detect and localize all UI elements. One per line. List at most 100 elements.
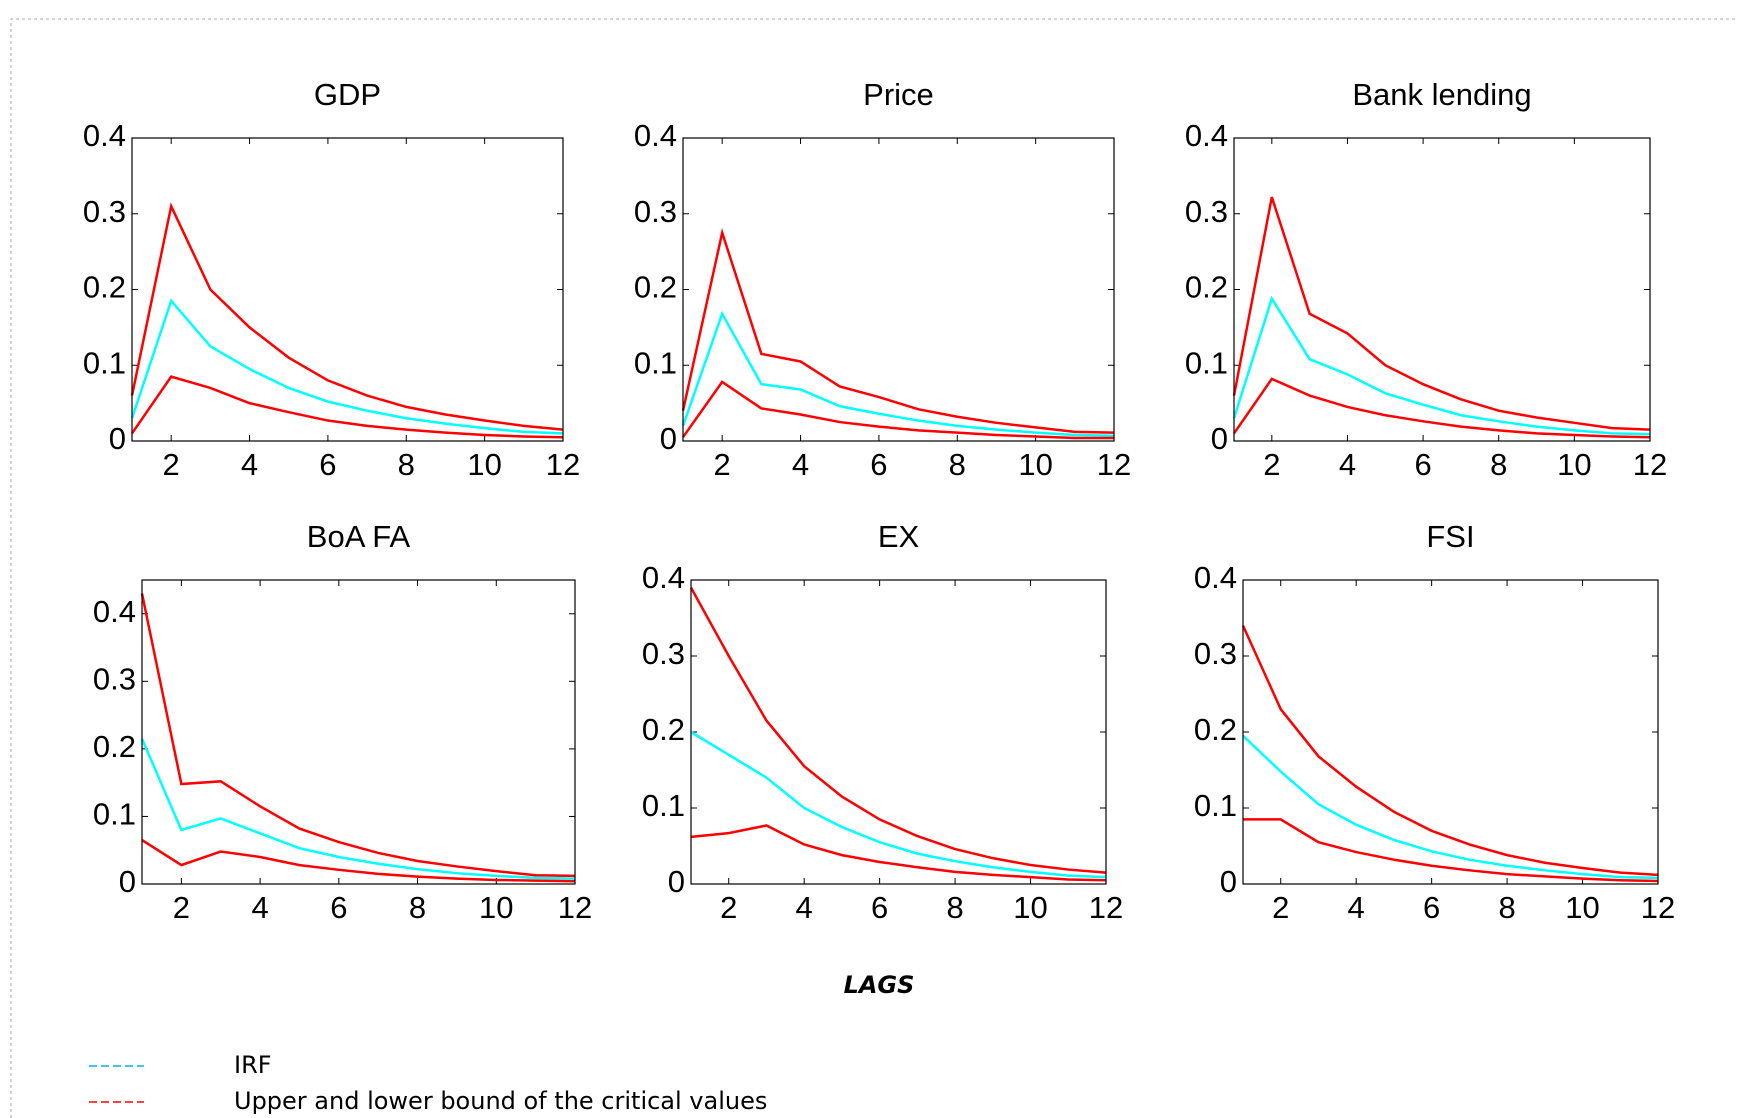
series-line [681,227,1115,434]
y-tick-label: 0.1 [83,345,126,380]
series-line [1242,734,1659,880]
y-tick-label: 0 [668,864,685,899]
y-tick-label: 0.2 [93,729,136,764]
series-line [690,730,1107,879]
x-tick-label: 4 [792,447,809,482]
x-tick-label: 12 [1633,447,1667,482]
y-tick-label: 0 [1220,864,1237,899]
x-tick-label: 2 [1272,890,1289,925]
series-line [1241,625,1659,877]
y-tick-label: 0.3 [1185,194,1228,229]
y-tick-label: 0 [1211,421,1228,456]
x-tick-label: 10 [467,447,501,482]
series-line [1232,377,1651,439]
y-tick-label: 0.3 [1194,636,1237,671]
series-line [681,310,1115,437]
x-tick-label: 12 [1097,447,1131,482]
y-tick-label: 0.4 [83,118,126,153]
y-tick-label: 0.4 [1194,560,1237,595]
x-tick-label: 2 [720,890,737,925]
x-tick-label: 8 [1490,447,1507,482]
legend: IRF Upper and lower bound of the critical… [89,1051,767,1115]
series-line [130,298,564,435]
x-tick-label: 10 [1013,890,1047,925]
x-tick-label: 12 [546,447,580,482]
series-line [689,586,1107,874]
x-tick-label: 4 [1339,447,1356,482]
plot-frame [1233,137,1651,442]
series-line [1232,295,1651,436]
x-tick-label: 6 [871,890,888,925]
x-axis-label: LAGS [844,971,915,999]
series-line [141,839,576,883]
legend-label: IRF [234,1051,272,1079]
x-tick-label: 8 [949,447,966,482]
x-tick-label: 4 [241,447,258,482]
x-tick-label: 12 [558,890,592,925]
x-tick-label: 8 [398,447,415,482]
y-tick-label: 0.3 [93,662,136,697]
x-tick-label: 10 [1565,890,1599,925]
legend-label: Upper and lower bound of the critical va… [234,1087,767,1115]
x-tick-label: 8 [409,890,426,925]
plot-frame [690,579,1107,885]
y-tick-label: 0.1 [1185,345,1228,380]
y-tick-label: 0 [660,421,677,456]
y-tick-label: 0.4 [93,594,136,629]
plot-frame [1242,579,1659,885]
x-tick-label: 6 [1423,890,1440,925]
plot-frame [131,137,564,442]
x-tick-label: 6 [319,447,336,482]
x-tick-label: 2 [173,890,190,925]
x-tick-label: 6 [870,447,887,482]
x-tick-label: 4 [796,890,813,925]
x-tick-label: 4 [251,890,268,925]
x-tick-label: 12 [1641,890,1675,925]
plot-frame [682,137,1115,442]
x-tick-label: 6 [1414,447,1431,482]
x-tick-label: 6 [330,890,347,925]
x-tick-label: 2 [1263,447,1280,482]
chart-title: Price [863,77,934,112]
y-tick-label: 0.1 [634,345,677,380]
chart-title: GDP [314,77,381,112]
series-line [140,738,576,880]
y-tick-label: 0.1 [93,797,136,832]
y-tick-label: 0.4 [1185,118,1228,153]
y-tick-label: 0.2 [642,712,685,747]
series-line [140,593,576,878]
series-line [1243,818,1659,883]
x-tick-label: 4 [1348,890,1365,925]
series-line [130,375,564,439]
chart-title: EX [878,519,920,554]
chart-title: BoA FA [307,519,411,554]
y-tick-label: 0 [109,421,126,456]
x-tick-label: 2 [163,447,180,482]
x-tick-label: 8 [1498,890,1515,925]
plot-frame [141,579,576,885]
x-tick-label: 2 [714,447,731,482]
series-line [130,202,564,431]
y-tick-label: 0.3 [642,636,685,671]
x-tick-label: 8 [946,890,963,925]
frame [10,18,1737,1118]
x-tick-label: 10 [479,890,513,925]
series-line [681,380,1114,440]
series-line [690,824,1107,882]
y-tick-label: 0.4 [642,560,685,595]
y-tick-label: 0.2 [1185,270,1228,305]
y-tick-label: 0.2 [83,270,126,305]
y-tick-label: 0.3 [634,194,677,229]
x-tick-label: 10 [1557,447,1591,482]
x-tick-label: 10 [1018,447,1052,482]
y-tick-label: 0.3 [83,194,126,229]
chart-title: FSI [1426,519,1474,554]
y-tick-label: 0.1 [642,788,685,823]
y-tick-label: 0 [119,864,136,899]
series-line [1232,196,1651,431]
y-tick-label: 0.2 [1194,712,1237,747]
y-tick-label: 0.2 [634,270,677,305]
y-tick-label: 0.4 [634,118,677,153]
